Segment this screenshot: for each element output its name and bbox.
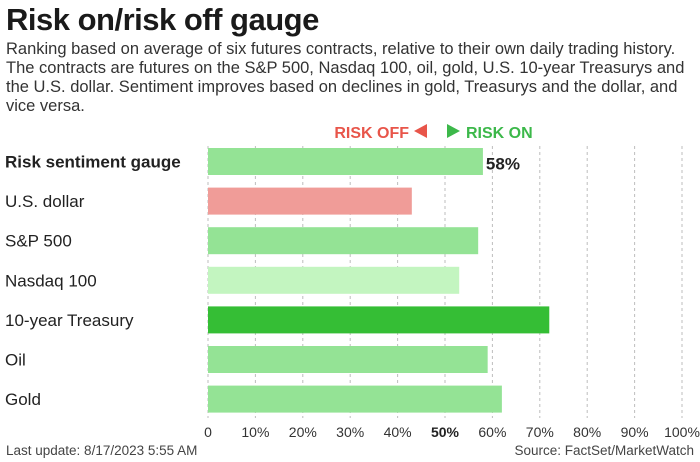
x-tick-label: 60% [478,424,506,440]
bar [208,187,412,215]
x-tick-label: 10% [241,424,269,440]
bar [208,266,460,294]
row-label: S&P 500 [5,232,72,251]
x-tick-label: 80% [573,424,601,440]
row-label: Risk sentiment gauge [5,153,181,172]
last-update: Last update: 8/17/2023 5:55 AM [6,443,198,458]
x-tick-label: 20% [289,424,317,440]
x-tick-label: 50% [431,424,460,440]
x-tick-label: 90% [621,424,649,440]
row-label: Gold [5,390,41,409]
value-label: 58% [486,155,520,174]
x-tick-label: 40% [384,424,412,440]
bar [208,306,550,334]
chart-subtitle: Ranking based on average of six futures … [6,40,685,115]
bars [208,148,550,413]
bar [208,346,488,373]
row-label: U.S. dollar [5,192,85,211]
risk-legend: RISK OFF RISK ON [334,124,533,142]
row-label: Oil [5,351,26,370]
bar [208,385,502,413]
row-labels: Risk sentiment gauge 58% U.S. dollar S&P 50… [5,153,520,410]
row-label: Nasdaq 100 [5,271,97,290]
right-triangle-icon [447,124,460,138]
row-label: 10-year Treasury [5,311,134,330]
x-tick-label: 30% [336,424,364,440]
bar [208,148,483,175]
x-tick-label: 0 [204,424,212,440]
left-triangle-icon [414,124,427,138]
x-tick-label: 70% [526,424,554,440]
bar [208,227,479,255]
risk-off-label: RISK OFF [334,125,409,142]
x-tick-label: 100% [664,424,700,440]
risk-on-label: RISK ON [466,125,533,142]
source-credit: Source: FactSet/MarketWatch [514,443,694,458]
x-axis-ticks: 0 10% 20% 30% 40% 50% 60% 70% 80% 90% 100% [204,424,700,440]
chart-title: Risk on/risk off gauge [6,2,319,37]
